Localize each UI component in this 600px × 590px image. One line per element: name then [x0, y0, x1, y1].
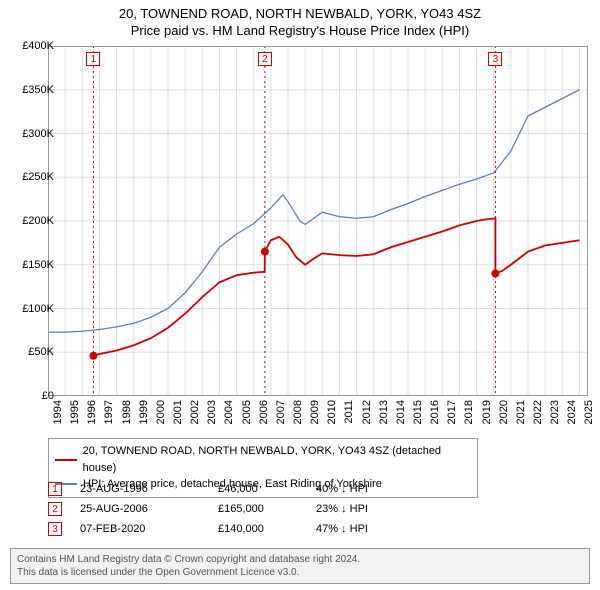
legend-swatch-1 [55, 459, 77, 461]
xtick-label: 2025 [583, 400, 595, 424]
xtick-label: 2009 [309, 400, 321, 424]
footer-attribution: Contains HM Land Registry data © Crown c… [10, 548, 590, 584]
event-box-3: 3 [48, 522, 62, 536]
xtick-label: 2019 [481, 400, 493, 424]
event-box-2: 2 [48, 502, 62, 516]
event-price: £46,000 [218, 483, 298, 495]
event-row-3: 3 07-FEB-2020 £140,000 47% ↓ HPI [48, 522, 568, 536]
xtick-label: 1994 [52, 400, 64, 424]
xtick-label: 2007 [275, 400, 287, 424]
xtick-label: 2004 [223, 400, 235, 424]
footer-line-1: Contains HM Land Registry data © Crown c… [17, 553, 583, 566]
event-row-2: 2 25-AUG-2006 £165,000 23% ↓ HPI [48, 502, 568, 516]
ytick-label: £400K [6, 40, 54, 52]
xtick-label: 1998 [121, 400, 133, 424]
event-row-1: 1 23-AUG-1996 £46,000 40% ↓ HPI [48, 482, 568, 496]
chart-container: 20, TOWNEND ROAD, NORTH NEWBALD, YORK, Y… [0, 0, 600, 590]
event-price: £140,000 [218, 523, 298, 535]
event-marker-1: 1 [86, 52, 100, 66]
ytick-label: £0 [6, 390, 54, 402]
xtick-label: 1995 [69, 400, 81, 424]
xtick-label: 2023 [549, 400, 561, 424]
event-box-1: 1 [48, 482, 62, 496]
event-delta: 40% ↓ HPI [316, 483, 416, 495]
event-marker-3: 3 [488, 52, 502, 66]
xtick-label: 2017 [446, 400, 458, 424]
chart-plot-area [48, 46, 588, 396]
xtick-label: 2005 [241, 400, 253, 424]
xtick-label: 2014 [395, 400, 407, 424]
ytick-label: £300K [6, 128, 54, 140]
ytick-label: £200K [6, 215, 54, 227]
title-block: 20, TOWNEND ROAD, NORTH NEWBALD, YORK, Y… [0, 0, 600, 40]
xtick-label: 2020 [498, 400, 510, 424]
xtick-label: 2003 [206, 400, 218, 424]
legend-item-price-paid: 20, TOWNEND ROAD, NORTH NEWBALD, YORK, Y… [55, 443, 471, 476]
event-delta: 23% ↓ HPI [316, 503, 416, 515]
title-line-2: Price paid vs. HM Land Registry's House … [0, 23, 600, 40]
xtick-label: 2001 [172, 400, 184, 424]
xtick-label: 2024 [566, 400, 578, 424]
legend-label-1: 20, TOWNEND ROAD, NORTH NEWBALD, YORK, Y… [83, 443, 471, 476]
chart-svg [48, 46, 588, 396]
title-line-1: 20, TOWNEND ROAD, NORTH NEWBALD, YORK, Y… [0, 6, 600, 23]
event-date: 25-AUG-2006 [80, 503, 200, 515]
xtick-label: 2010 [326, 400, 338, 424]
xtick-label: 2021 [515, 400, 527, 424]
xtick-label: 2006 [258, 400, 270, 424]
ytick-label: £350K [6, 84, 54, 96]
xtick-label: 2018 [463, 400, 475, 424]
ytick-label: £50K [6, 346, 54, 358]
event-price: £165,000 [218, 503, 298, 515]
xtick-label: 2000 [155, 400, 167, 424]
event-date: 23-AUG-1996 [80, 483, 200, 495]
xtick-label: 2002 [189, 400, 201, 424]
xtick-label: 2022 [532, 400, 544, 424]
xtick-label: 1996 [86, 400, 98, 424]
event-date: 07-FEB-2020 [80, 523, 200, 535]
xtick-label: 2008 [292, 400, 304, 424]
events-table: 1 23-AUG-1996 £46,000 40% ↓ HPI 2 25-AUG-2006… [48, 482, 568, 542]
xtick-label: 1997 [103, 400, 115, 424]
xtick-label: 2013 [378, 400, 390, 424]
footer-line-2: This data is licensed under the Open Gov… [17, 566, 583, 579]
xtick-label: 1999 [138, 400, 150, 424]
xtick-label: 2016 [429, 400, 441, 424]
xtick-label: 2011 [343, 400, 355, 424]
ytick-label: £100K [6, 303, 54, 315]
ytick-label: £250K [6, 171, 54, 183]
event-marker-2: 2 [258, 52, 272, 66]
ytick-label: £150K [6, 259, 54, 271]
xtick-label: 2015 [412, 400, 424, 424]
xtick-label: 2012 [361, 400, 373, 424]
event-delta: 47% ↓ HPI [316, 523, 416, 535]
